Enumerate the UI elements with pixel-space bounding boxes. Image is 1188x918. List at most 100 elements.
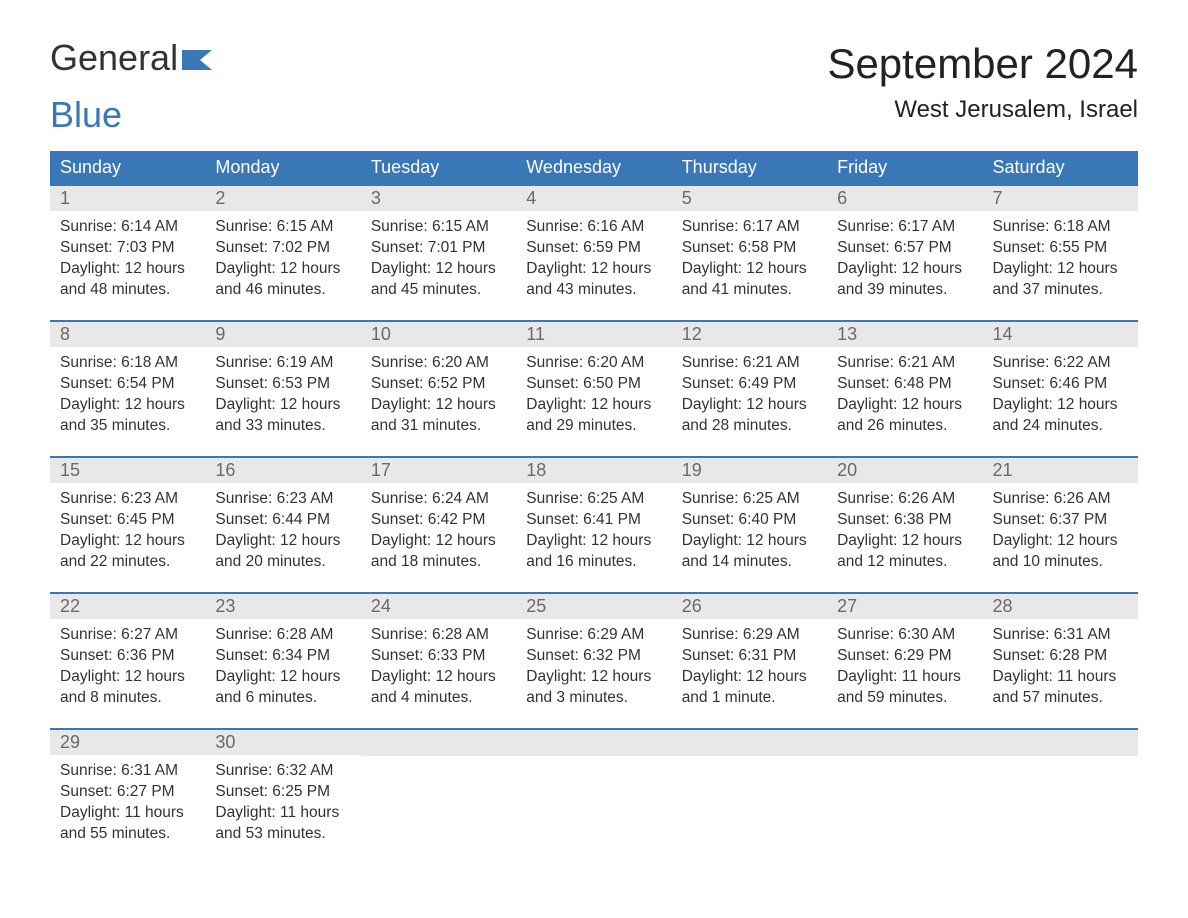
sunset-text: Sunset: 6:58 PM <box>682 238 817 259</box>
sunrise-text: Sunrise: 6:27 AM <box>60 625 195 646</box>
daylight-text: and 31 minutes. <box>371 416 506 437</box>
daylight-text: and 39 minutes. <box>837 280 972 301</box>
day-content: Sunrise: 6:25 AMSunset: 6:40 PMDaylight:… <box>672 483 827 579</box>
day-cell: 11Sunrise: 6:20 AMSunset: 6:50 PMDayligh… <box>516 321 671 457</box>
day-cell: 18Sunrise: 6:25 AMSunset: 6:41 PMDayligh… <box>516 457 671 593</box>
day-cell: 19Sunrise: 6:25 AMSunset: 6:40 PMDayligh… <box>672 457 827 593</box>
daylight-text: Daylight: 12 hours <box>837 259 972 280</box>
sunset-text: Sunset: 6:57 PM <box>837 238 972 259</box>
weekday-header: Saturday <box>983 151 1138 185</box>
day-cell: 24Sunrise: 6:28 AMSunset: 6:33 PMDayligh… <box>361 593 516 729</box>
sunset-text: Sunset: 6:29 PM <box>837 646 972 667</box>
daylight-text: Daylight: 12 hours <box>993 259 1128 280</box>
day-content: Sunrise: 6:20 AMSunset: 6:50 PMDaylight:… <box>516 347 671 443</box>
day-number: 2 <box>205 186 360 211</box>
sunrise-text: Sunrise: 6:32 AM <box>215 761 350 782</box>
day-cell: 10Sunrise: 6:20 AMSunset: 6:52 PMDayligh… <box>361 321 516 457</box>
day-number: 14 <box>983 322 1138 347</box>
daylight-text: and 28 minutes. <box>682 416 817 437</box>
day-number: 8 <box>50 322 205 347</box>
daylight-text: and 55 minutes. <box>60 824 195 845</box>
daylight-text: and 35 minutes. <box>60 416 195 437</box>
day-cell: 12Sunrise: 6:21 AMSunset: 6:49 PMDayligh… <box>672 321 827 457</box>
day-number: 26 <box>672 594 827 619</box>
sunrise-text: Sunrise: 6:20 AM <box>371 353 506 374</box>
sunset-text: Sunset: 6:41 PM <box>526 510 661 531</box>
daylight-text: Daylight: 11 hours <box>60 803 195 824</box>
week-row: 22Sunrise: 6:27 AMSunset: 6:36 PMDayligh… <box>50 593 1138 729</box>
day-number: 27 <box>827 594 982 619</box>
daylight-text: and 4 minutes. <box>371 688 506 709</box>
daylight-text: Daylight: 12 hours <box>60 395 195 416</box>
day-number: 3 <box>361 186 516 211</box>
daylight-text: Daylight: 12 hours <box>215 531 350 552</box>
day-number: 15 <box>50 458 205 483</box>
daylight-text: and 37 minutes. <box>993 280 1128 301</box>
day-cell <box>516 729 671 865</box>
sunrise-text: Sunrise: 6:20 AM <box>526 353 661 374</box>
sunset-text: Sunset: 6:33 PM <box>371 646 506 667</box>
daylight-text: and 16 minutes. <box>526 552 661 573</box>
daylight-text: and 3 minutes. <box>526 688 661 709</box>
daylight-text: and 45 minutes. <box>371 280 506 301</box>
title-block: September 2024 West Jerusalem, Israel <box>827 40 1138 124</box>
day-content: Sunrise: 6:30 AMSunset: 6:29 PMDaylight:… <box>827 619 982 715</box>
daylight-text: Daylight: 12 hours <box>837 395 972 416</box>
day-content: Sunrise: 6:17 AMSunset: 6:57 PMDaylight:… <box>827 211 982 307</box>
sunrise-text: Sunrise: 6:24 AM <box>371 489 506 510</box>
sunset-text: Sunset: 6:48 PM <box>837 374 972 395</box>
sunset-text: Sunset: 6:32 PM <box>526 646 661 667</box>
sunset-text: Sunset: 6:31 PM <box>682 646 817 667</box>
day-number: 9 <box>205 322 360 347</box>
sunrise-text: Sunrise: 6:15 AM <box>215 217 350 238</box>
week-row: 1Sunrise: 6:14 AMSunset: 7:03 PMDaylight… <box>50 185 1138 321</box>
day-number: 12 <box>672 322 827 347</box>
daylight-text: Daylight: 12 hours <box>526 667 661 688</box>
day-cell: 16Sunrise: 6:23 AMSunset: 6:44 PMDayligh… <box>205 457 360 593</box>
daylight-text: and 29 minutes. <box>526 416 661 437</box>
day-cell: 14Sunrise: 6:22 AMSunset: 6:46 PMDayligh… <box>983 321 1138 457</box>
sunrise-text: Sunrise: 6:25 AM <box>682 489 817 510</box>
daylight-text: Daylight: 12 hours <box>526 531 661 552</box>
daylight-text: and 26 minutes. <box>837 416 972 437</box>
day-content: Sunrise: 6:25 AMSunset: 6:41 PMDaylight:… <box>516 483 671 579</box>
day-content: Sunrise: 6:31 AMSunset: 6:28 PMDaylight:… <box>983 619 1138 715</box>
day-cell: 28Sunrise: 6:31 AMSunset: 6:28 PMDayligh… <box>983 593 1138 729</box>
day-cell: 4Sunrise: 6:16 AMSunset: 6:59 PMDaylight… <box>516 185 671 321</box>
daylight-text: and 14 minutes. <box>682 552 817 573</box>
daylight-text: and 41 minutes. <box>682 280 817 301</box>
day-number <box>361 730 516 756</box>
sunrise-text: Sunrise: 6:22 AM <box>993 353 1128 374</box>
daylight-text: Daylight: 12 hours <box>526 259 661 280</box>
day-content: Sunrise: 6:24 AMSunset: 6:42 PMDaylight:… <box>361 483 516 579</box>
day-cell: 15Sunrise: 6:23 AMSunset: 6:45 PMDayligh… <box>50 457 205 593</box>
day-content: Sunrise: 6:21 AMSunset: 6:49 PMDaylight:… <box>672 347 827 443</box>
month-title: September 2024 <box>827 40 1138 88</box>
day-number: 29 <box>50 730 205 755</box>
day-content: Sunrise: 6:26 AMSunset: 6:38 PMDaylight:… <box>827 483 982 579</box>
sunset-text: Sunset: 6:37 PM <box>993 510 1128 531</box>
sunrise-text: Sunrise: 6:17 AM <box>682 217 817 238</box>
sunrise-text: Sunrise: 6:19 AM <box>215 353 350 374</box>
day-content: Sunrise: 6:31 AMSunset: 6:27 PMDaylight:… <box>50 755 205 851</box>
sunset-text: Sunset: 6:36 PM <box>60 646 195 667</box>
day-number: 25 <box>516 594 671 619</box>
day-cell: 21Sunrise: 6:26 AMSunset: 6:37 PMDayligh… <box>983 457 1138 593</box>
week-row: 29Sunrise: 6:31 AMSunset: 6:27 PMDayligh… <box>50 729 1138 865</box>
sunset-text: Sunset: 7:03 PM <box>60 238 195 259</box>
weekday-header: Friday <box>827 151 982 185</box>
daylight-text: Daylight: 12 hours <box>993 531 1128 552</box>
sunrise-text: Sunrise: 6:23 AM <box>60 489 195 510</box>
day-cell: 13Sunrise: 6:21 AMSunset: 6:48 PMDayligh… <box>827 321 982 457</box>
daylight-text: and 6 minutes. <box>215 688 350 709</box>
daylight-text: and 12 minutes. <box>837 552 972 573</box>
sunset-text: Sunset: 6:42 PM <box>371 510 506 531</box>
day-cell: 29Sunrise: 6:31 AMSunset: 6:27 PMDayligh… <box>50 729 205 865</box>
day-content: Sunrise: 6:23 AMSunset: 6:45 PMDaylight:… <box>50 483 205 579</box>
day-content: Sunrise: 6:27 AMSunset: 6:36 PMDaylight:… <box>50 619 205 715</box>
daylight-text: and 57 minutes. <box>993 688 1128 709</box>
daylight-text: Daylight: 12 hours <box>371 259 506 280</box>
sunrise-text: Sunrise: 6:18 AM <box>993 217 1128 238</box>
weekday-header-row: Sunday Monday Tuesday Wednesday Thursday… <box>50 151 1138 185</box>
day-content: Sunrise: 6:18 AMSunset: 6:55 PMDaylight:… <box>983 211 1138 307</box>
